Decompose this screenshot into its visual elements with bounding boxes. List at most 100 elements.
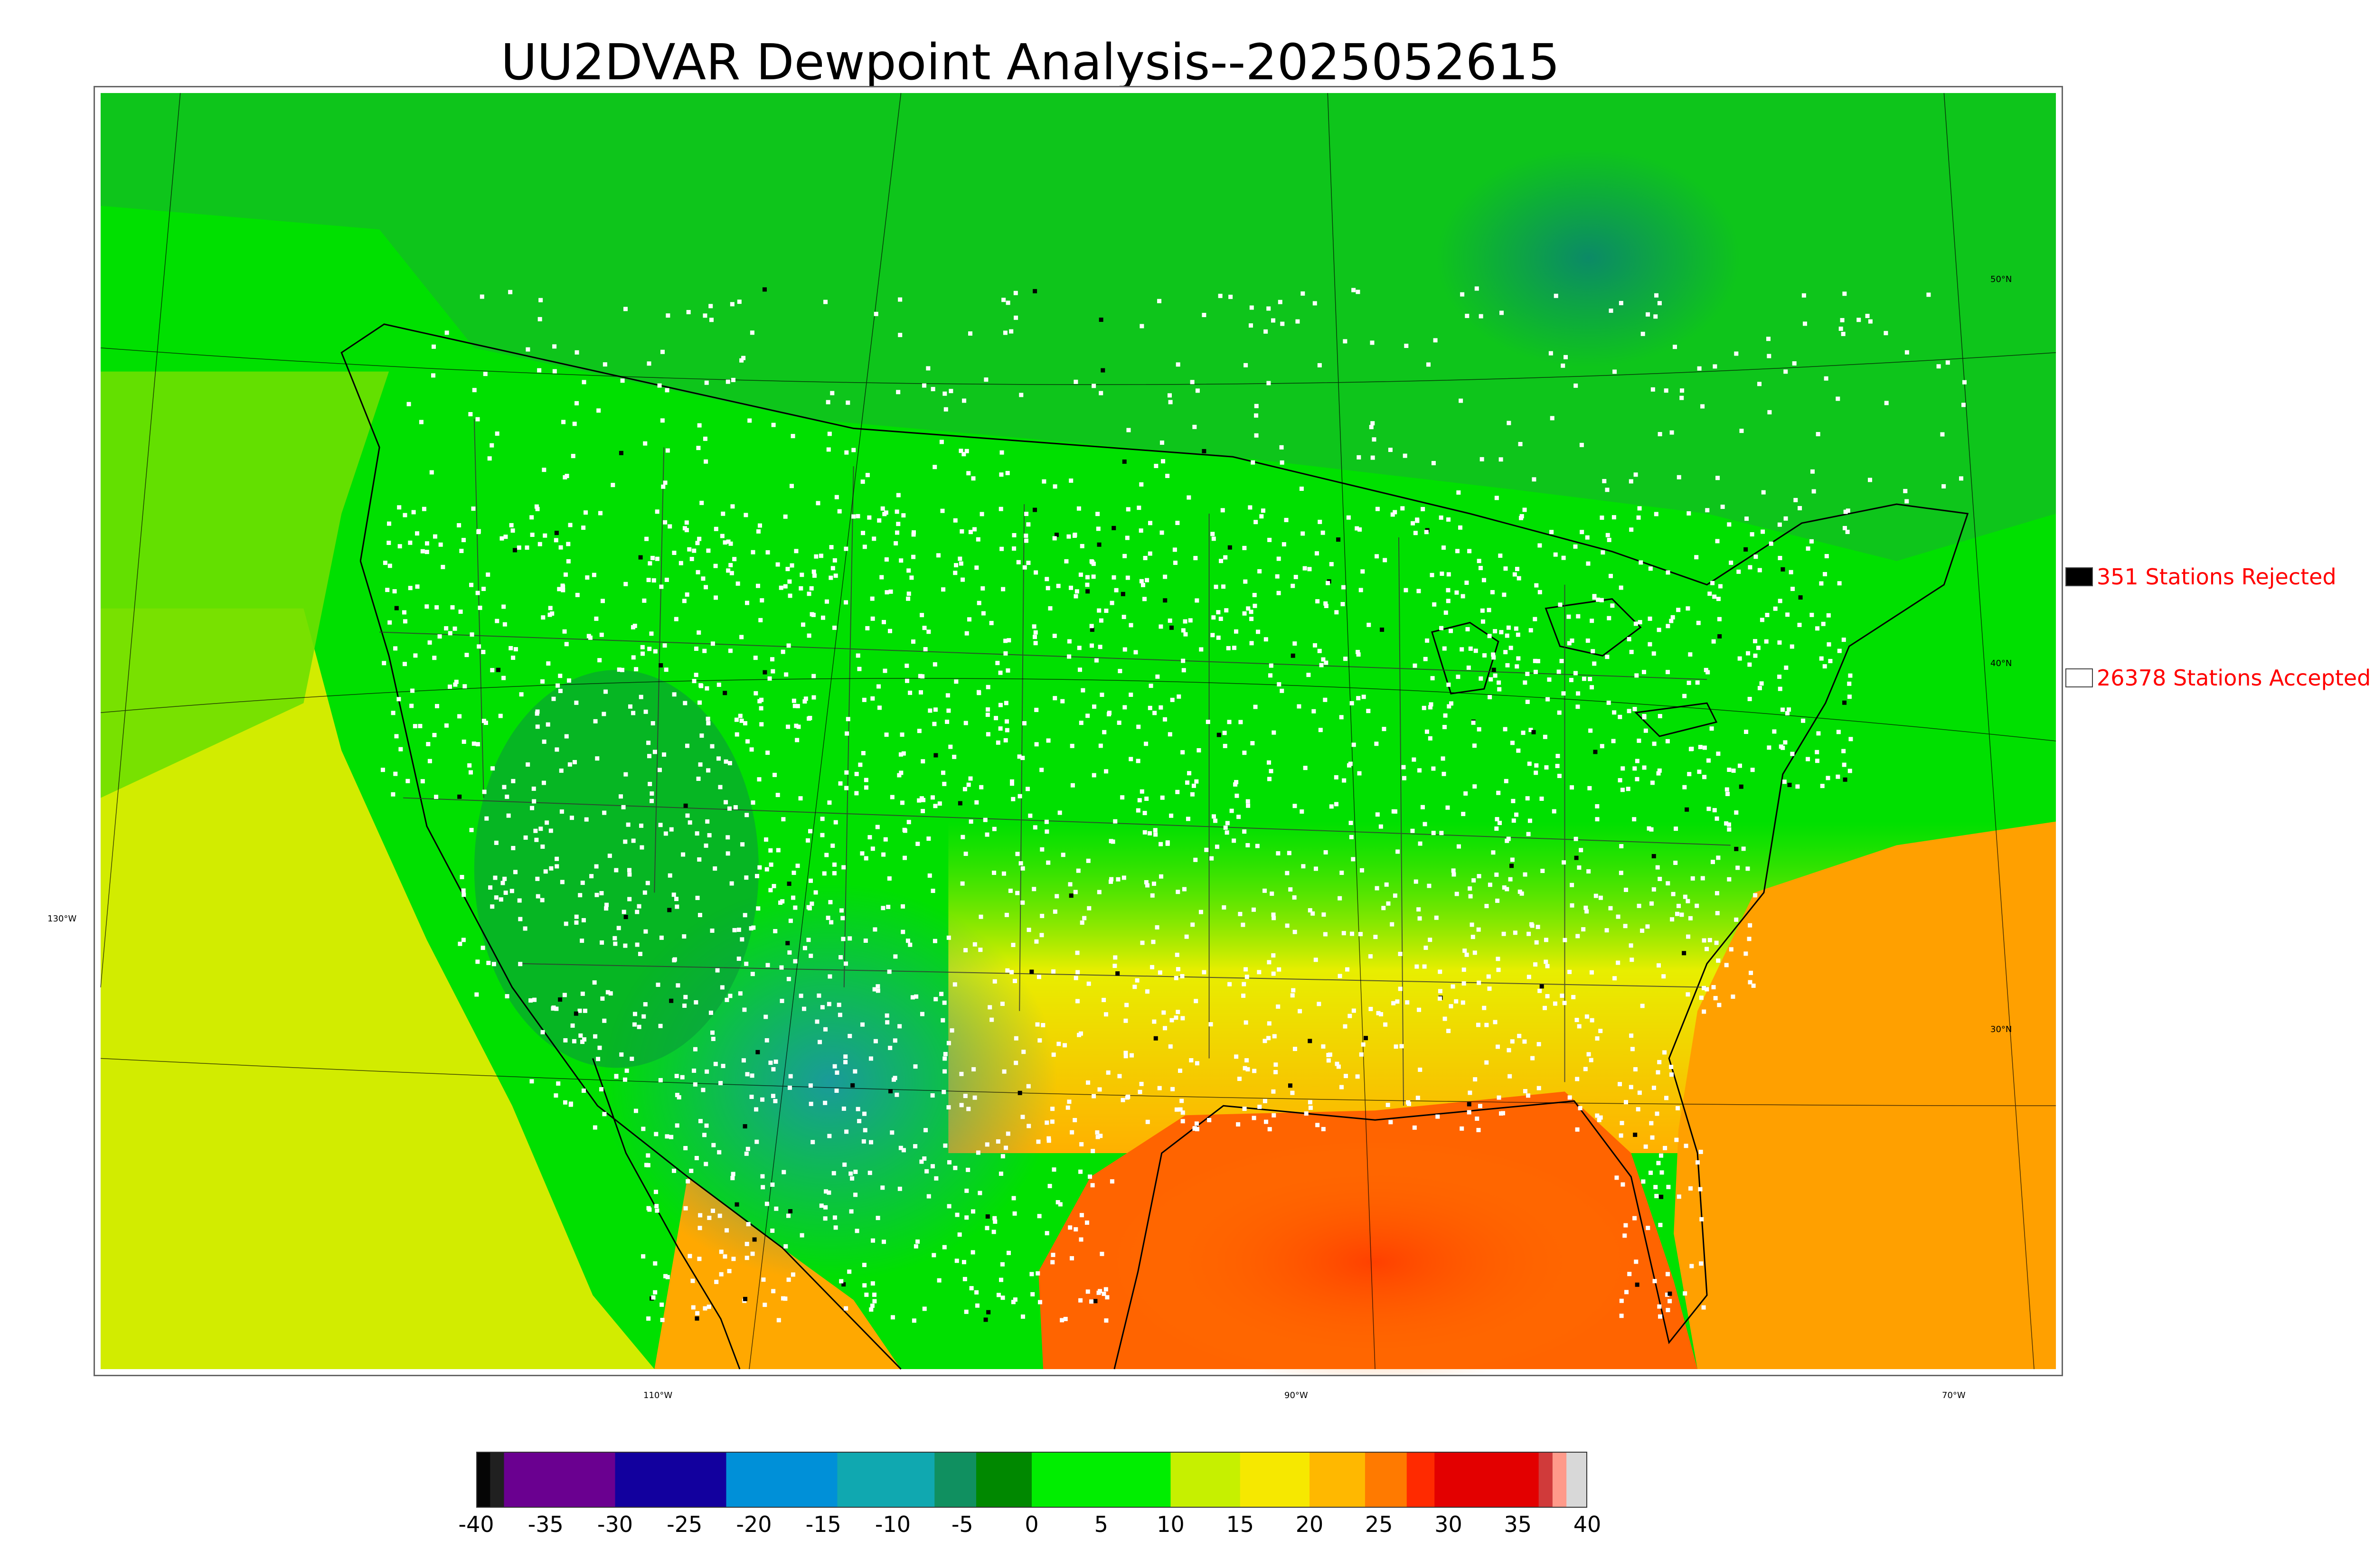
station-accepted xyxy=(1744,516,1749,521)
station-accepted xyxy=(1837,648,1842,653)
station-accepted xyxy=(885,1013,889,1018)
station-accepted xyxy=(1511,798,1516,803)
station-accepted xyxy=(1257,569,1262,573)
station-accepted xyxy=(969,819,973,824)
station-accepted xyxy=(1032,624,1036,629)
station-accepted xyxy=(1102,997,1106,1002)
station-accepted xyxy=(1013,1297,1017,1302)
station-accepted xyxy=(726,539,731,544)
station-accepted xyxy=(1592,661,1597,666)
station-accepted xyxy=(1005,728,1009,732)
station-accepted xyxy=(639,823,644,828)
station-rejected xyxy=(985,1214,990,1219)
station-accepted xyxy=(1301,864,1306,869)
station-accepted xyxy=(481,586,486,591)
station-accepted xyxy=(1342,778,1347,783)
station-accepted xyxy=(857,667,862,671)
station-accepted xyxy=(568,523,573,527)
station-accepted xyxy=(1670,615,1675,620)
station-accepted xyxy=(876,1216,880,1221)
station-accepted xyxy=(561,588,565,592)
station-accepted xyxy=(1249,617,1254,621)
station-accepted xyxy=(1213,818,1218,823)
station-accepted xyxy=(1706,807,1711,811)
station-accepted xyxy=(1006,1131,1010,1136)
station-accepted xyxy=(1077,1033,1082,1037)
station-accepted xyxy=(1468,894,1473,899)
station-accepted xyxy=(1378,824,1383,829)
station-accepted xyxy=(751,925,756,930)
station-accepted xyxy=(1361,1042,1366,1047)
station-accepted xyxy=(981,611,986,616)
colorbar-segment xyxy=(1309,1452,1366,1508)
station-accepted xyxy=(1251,907,1256,912)
station-accepted xyxy=(1481,578,1486,582)
station-accepted xyxy=(810,612,814,617)
station-accepted xyxy=(999,472,1004,477)
station-accepted xyxy=(1319,663,1324,667)
station-accepted xyxy=(941,1018,945,1023)
station-accepted xyxy=(1073,1117,1077,1122)
station-accepted xyxy=(1456,490,1461,495)
station-accepted xyxy=(469,582,474,587)
station-accepted xyxy=(1158,970,1162,975)
station-accepted xyxy=(1276,591,1281,595)
station-accepted xyxy=(1630,1047,1635,1052)
station-accepted xyxy=(705,686,709,691)
station-accepted xyxy=(1529,922,1534,927)
station-accepted xyxy=(1705,670,1710,675)
station-accepted xyxy=(1113,819,1118,824)
station-accepted xyxy=(529,515,534,520)
station-accepted xyxy=(1388,448,1393,452)
station-accepted xyxy=(1297,704,1301,709)
station-accepted xyxy=(1310,911,1315,916)
station-accepted xyxy=(556,683,560,688)
station-accepted xyxy=(1123,1051,1128,1055)
station-accepted xyxy=(1328,1052,1332,1057)
station-accepted xyxy=(1155,925,1159,930)
station-accepted xyxy=(854,791,859,796)
station-accepted xyxy=(1884,401,1889,405)
station-accepted xyxy=(1338,974,1342,978)
station-accepted xyxy=(406,402,411,406)
station-accepted xyxy=(1521,731,1526,735)
station-accepted xyxy=(627,897,632,901)
station-accepted xyxy=(1493,1020,1498,1024)
station-accepted xyxy=(953,1165,958,1170)
station-accepted xyxy=(1017,794,1022,798)
station-accepted xyxy=(1153,828,1158,833)
station-rejected xyxy=(788,1209,793,1213)
station-accepted xyxy=(1462,948,1467,953)
station-accepted xyxy=(1065,1105,1070,1110)
station-accepted xyxy=(845,731,849,736)
station-accepted xyxy=(1751,983,1756,988)
station-accepted xyxy=(1575,934,1580,939)
station-accepted xyxy=(1446,588,1451,592)
station-accepted xyxy=(731,377,735,382)
station-accepted xyxy=(1508,646,1513,650)
station-accepted xyxy=(558,545,563,550)
station-accepted xyxy=(1089,1299,1094,1304)
station-accepted xyxy=(1716,751,1721,756)
station-accepted xyxy=(800,1233,804,1238)
station-accepted xyxy=(1194,999,1198,1004)
station-accepted xyxy=(1567,1095,1572,1100)
station-accepted xyxy=(1414,964,1419,969)
gulf-core xyxy=(1110,1139,1641,1375)
station-accepted xyxy=(1941,484,1946,488)
station-accepted xyxy=(1552,809,1556,814)
station-accepted xyxy=(1633,1067,1638,1071)
station-accepted xyxy=(851,514,856,519)
station-accepted xyxy=(1778,599,1782,603)
station-accepted xyxy=(1605,655,1610,659)
station-accepted xyxy=(757,865,762,870)
station-accepted xyxy=(1484,904,1489,909)
station-accepted xyxy=(1050,1260,1055,1265)
station-accepted xyxy=(844,1129,849,1134)
station-accepted xyxy=(1479,457,1484,461)
station-accepted xyxy=(1218,293,1223,298)
station-accepted xyxy=(1338,896,1342,901)
station-accepted xyxy=(755,583,760,588)
station-accepted xyxy=(681,852,686,857)
station-accepted xyxy=(1777,640,1782,645)
